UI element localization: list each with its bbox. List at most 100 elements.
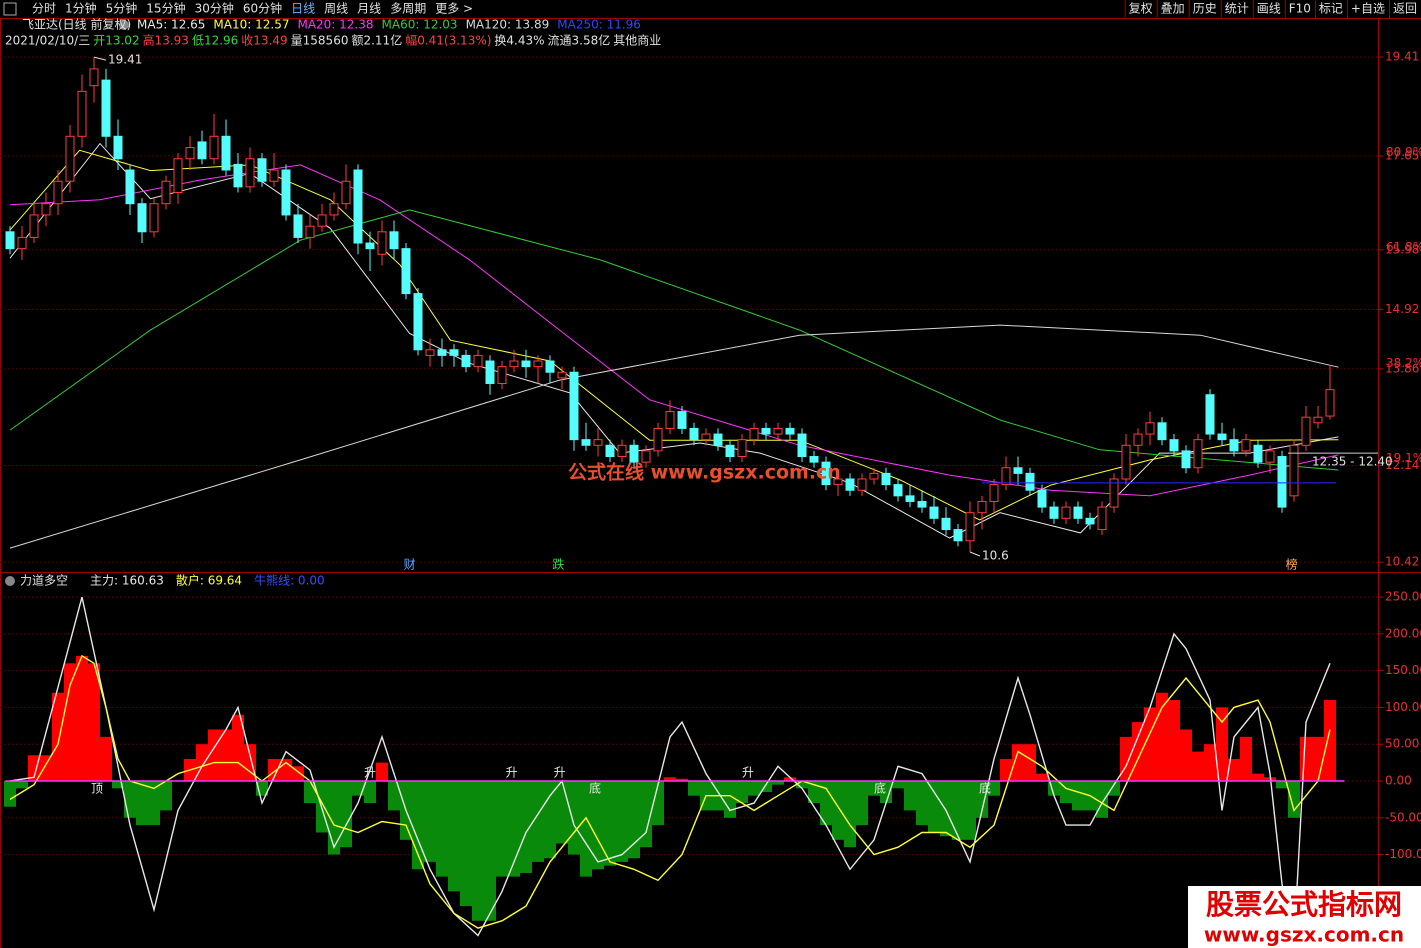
bar xyxy=(844,780,856,848)
toolbar-tab[interactable]: 30分钟 xyxy=(195,1,234,16)
candle-body xyxy=(185,147,195,160)
candle-body xyxy=(1049,506,1059,519)
indicator-line xyxy=(9,654,1331,929)
toolbar-tab[interactable]: 15分钟 xyxy=(146,1,185,16)
bar xyxy=(40,755,52,781)
candle-body xyxy=(1133,433,1143,446)
toolbar-tab[interactable]: 1分钟 xyxy=(65,1,97,16)
bar xyxy=(1324,700,1336,781)
logo-text: 股票公式指标网 xyxy=(1206,888,1402,921)
candle-body xyxy=(281,169,291,216)
y-tick-label: 10.42 xyxy=(1385,555,1419,569)
toolbar-button[interactable]: 画线 xyxy=(1257,2,1281,16)
toolbar-button[interactable]: 叠加 xyxy=(1161,2,1185,16)
toolbar-tab[interactable]: 更多 > xyxy=(435,2,473,16)
y-tick-label: 50.00 xyxy=(1385,737,1419,751)
bar xyxy=(580,780,592,877)
y-tick-label: 17.65 xyxy=(1385,148,1419,162)
candle-body xyxy=(257,158,267,182)
candle-body xyxy=(1313,416,1323,424)
indicator-icon[interactable] xyxy=(5,576,15,586)
toolbar-tab[interactable]: 5分钟 xyxy=(106,1,138,16)
bar xyxy=(1168,700,1180,781)
indicator-title: 力道多空 xyxy=(20,574,68,588)
candle-body xyxy=(1169,439,1179,452)
bar xyxy=(760,780,772,793)
candle-body xyxy=(197,141,207,160)
candle-body xyxy=(1145,422,1155,435)
candle-body xyxy=(977,500,987,514)
candle-body xyxy=(677,411,687,429)
candle-body xyxy=(1205,394,1215,435)
toolbar-button[interactable]: 复权 xyxy=(1129,2,1153,16)
fib-tick-label: 80.9% xyxy=(1386,145,1421,159)
candle-body xyxy=(41,203,51,216)
bar xyxy=(808,780,820,804)
bar xyxy=(904,780,916,811)
candle-body xyxy=(245,158,255,188)
legend-entry: MA10: 12.57 xyxy=(213,18,289,32)
fib-tick-label: 61.8% xyxy=(1386,240,1421,254)
candle-body xyxy=(569,371,579,441)
legend-entry: 牛熊线: 0.00 xyxy=(254,573,325,588)
candle-body xyxy=(77,90,87,137)
logo-url: www.gszx.com.cn xyxy=(1204,923,1404,947)
toolbar-button[interactable]: 标记 xyxy=(1319,2,1343,16)
bar xyxy=(556,780,568,844)
bar xyxy=(568,780,580,855)
toolbar-button[interactable]: 历史 xyxy=(1193,2,1217,16)
bar xyxy=(940,780,952,837)
candle-body xyxy=(209,135,219,160)
bar xyxy=(1288,780,1300,818)
quote-info: 开13.02 xyxy=(93,34,139,48)
bar xyxy=(4,780,16,807)
indicator-line xyxy=(9,209,1339,471)
candle-body xyxy=(797,433,807,458)
quote-info: 其他商业 xyxy=(613,33,661,48)
fib-tick-label: 19.1% xyxy=(1386,451,1421,465)
toolbar-tab[interactable]: 日线 xyxy=(291,2,315,16)
menu-icon[interactable] xyxy=(3,2,17,16)
toolbar-tab[interactable]: 多周期 xyxy=(390,2,426,16)
candle-body xyxy=(353,169,363,244)
toolbar-tab[interactable]: 分时 xyxy=(32,2,56,16)
candle-body xyxy=(533,360,543,368)
bar xyxy=(268,758,280,781)
bar xyxy=(148,780,160,826)
toolbar-tab[interactable]: 60分钟 xyxy=(243,1,282,16)
candle-body xyxy=(761,427,771,435)
bar xyxy=(472,780,484,921)
bar xyxy=(460,780,472,907)
toolbar-button[interactable]: F10 xyxy=(1289,2,1311,16)
toolbar-tab[interactable]: 月线 xyxy=(357,2,381,16)
candle-body xyxy=(53,180,63,205)
bar xyxy=(1132,722,1144,781)
candle-body xyxy=(509,360,519,368)
candle-body xyxy=(233,163,243,188)
event-marker[interactable]: 榜 xyxy=(1286,557,1298,572)
candle-body xyxy=(953,529,963,542)
bar xyxy=(736,780,748,804)
bar xyxy=(832,780,844,840)
bar xyxy=(640,780,652,848)
toolbar-button[interactable]: 统计 xyxy=(1225,2,1249,16)
candle-body xyxy=(29,214,39,238)
bar xyxy=(988,780,1000,796)
bar xyxy=(1024,744,1036,781)
candle-body xyxy=(881,472,891,486)
candle-body xyxy=(689,427,699,441)
toolbar-button[interactable]: +自选 xyxy=(1351,2,1385,16)
event-marker[interactable]: 财 xyxy=(404,558,416,572)
signal-label: 底 xyxy=(589,780,601,795)
candle-body xyxy=(593,439,603,446)
bar xyxy=(1180,729,1192,781)
candle-body xyxy=(629,444,639,463)
candle-body xyxy=(65,135,75,182)
toolbar-button[interactable]: 返回 xyxy=(1393,2,1417,16)
candle-body xyxy=(161,180,171,205)
bar xyxy=(124,780,136,818)
toolbar-tab[interactable]: 周线 xyxy=(324,2,348,16)
settings-icon[interactable] xyxy=(119,20,129,30)
candle-body xyxy=(809,456,819,463)
event-marker[interactable]: 跌 xyxy=(552,557,564,572)
